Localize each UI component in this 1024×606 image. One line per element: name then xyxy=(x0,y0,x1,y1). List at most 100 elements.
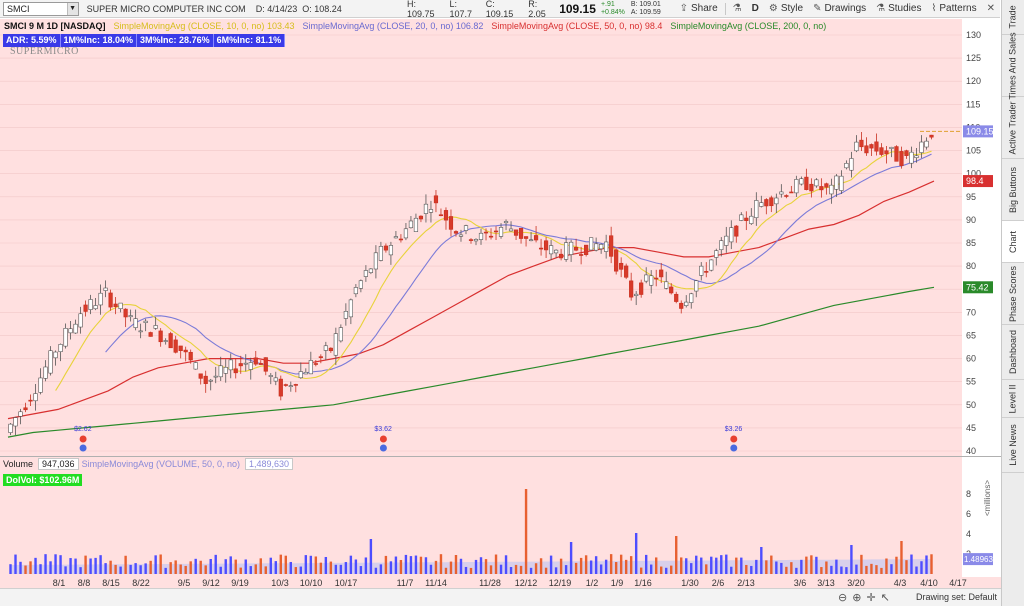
sma10-legend[interactable]: SimpleMovingAvg (CLOSE, 10, 0, no) 103.4… xyxy=(110,21,299,31)
sidebar-tab-trade[interactable]: Trade xyxy=(1002,0,1024,35)
volume-bar xyxy=(59,555,62,574)
earnings-marker-icon[interactable] xyxy=(379,444,387,452)
candle xyxy=(443,210,449,221)
volume-bar xyxy=(489,565,493,574)
price-chart-panel[interactable]: $2.62$3.62$3.26 130125120115110105100959… xyxy=(0,19,1001,456)
volume-bar xyxy=(214,554,217,574)
earnings-marker-icon[interactable] xyxy=(730,444,738,452)
date-tick-label: 4/17 xyxy=(949,578,967,588)
candle xyxy=(884,150,889,155)
change-percent: +0.84% xyxy=(600,8,625,16)
price-tick-label: 80 xyxy=(966,261,976,271)
earnings-marker-icon[interactable] xyxy=(79,444,87,452)
date-tick-label: 8/15 xyxy=(102,578,120,588)
candle xyxy=(634,293,639,296)
last-price-badge: 109.15 xyxy=(966,126,994,136)
close-button[interactable]: ✕ xyxy=(982,1,1000,17)
candle xyxy=(78,313,83,328)
flask-button[interactable]: ⚗ xyxy=(728,1,747,17)
volume-bar xyxy=(730,566,733,574)
sma50-badge-bg xyxy=(963,175,993,188)
style-button[interactable]: ⚙ Style xyxy=(764,1,808,17)
sidebar-tab-big-buttons[interactable]: Big Buttons xyxy=(1002,159,1024,221)
candle xyxy=(343,311,348,319)
candle xyxy=(18,411,23,417)
sidebar-tab-active-trader[interactable]: Active Trader xyxy=(1002,97,1024,159)
magnifier-icon[interactable]: ⊖ xyxy=(838,592,848,604)
candle xyxy=(553,249,559,254)
volume-bar xyxy=(89,558,92,574)
volume-bar xyxy=(850,545,853,574)
candle xyxy=(543,240,549,251)
share-button[interactable]: ⇪ Share xyxy=(675,1,723,17)
volume-panel[interactable]: 8642<millions>1.48963 Volume 947,036 Sim… xyxy=(0,456,1001,577)
price-chart-svg[interactable]: $2.62$3.62$3.26 130125120115110105100959… xyxy=(0,19,1001,456)
ask-value: A: 109.59 xyxy=(630,8,661,16)
cursor-icon[interactable]: ↖ xyxy=(880,592,890,604)
volume-bar xyxy=(880,567,883,574)
studies-button[interactable]: ⚗ Studies xyxy=(871,1,926,17)
volume-bar xyxy=(875,565,878,574)
sma200-legend[interactable]: SimpleMovingAvg (CLOSE, 200, 0, no) xyxy=(666,21,830,31)
m6-pill: 6M%Inc: 81.1% xyxy=(213,34,286,47)
volume-bar xyxy=(384,555,388,574)
candle xyxy=(899,151,904,166)
period-button[interactable]: D xyxy=(747,1,764,17)
date-tick-label: 8/22 xyxy=(132,578,150,588)
volume-bar xyxy=(870,563,873,574)
drawing-set-label[interactable]: Drawing set: Default xyxy=(915,592,997,602)
patterns-button[interactable]: ⌇ Patterns xyxy=(926,1,981,17)
dividend-marker-icon[interactable] xyxy=(730,435,738,443)
symbol-input[interactable]: SMCI ▼ xyxy=(3,1,79,16)
candle xyxy=(123,308,128,318)
volume-bar xyxy=(499,564,503,574)
candle xyxy=(488,235,494,238)
dividend-marker-icon[interactable] xyxy=(379,435,387,443)
dividend-label: $3.62 xyxy=(374,426,392,433)
sidebar-tab-phase-scores[interactable]: Phase Scores xyxy=(1002,263,1024,325)
dividend-marker-icon[interactable] xyxy=(79,435,87,443)
candle xyxy=(48,350,53,374)
date-tick-label: 10/10 xyxy=(300,578,323,588)
sidebar-tab-label: Active Trader xyxy=(1008,100,1018,155)
candle xyxy=(248,362,253,370)
sma20-legend[interactable]: SimpleMovingAvg (CLOSE, 20, 0, no) 106.8… xyxy=(298,21,487,31)
volume-chart-svg[interactable]: 8642<millions>1.48963 xyxy=(0,456,1001,577)
hlc-readout: H: 109.75 L: 107.7 C: 109.15 R: 2.05 xyxy=(407,0,556,19)
sma200-badge: 75.42 xyxy=(966,282,989,292)
candle xyxy=(704,271,709,273)
volume-bar xyxy=(99,555,102,574)
volume-bar xyxy=(855,564,858,574)
volume-bar xyxy=(189,561,192,574)
volume-bar xyxy=(49,561,52,574)
volume-bar xyxy=(184,565,187,574)
candle xyxy=(929,134,934,138)
volume-bar xyxy=(649,564,653,574)
candle xyxy=(679,302,684,309)
sidebar-tab-chart[interactable]: Chart xyxy=(1002,221,1024,263)
candle xyxy=(684,301,689,306)
crosshair-icon[interactable]: ✛ xyxy=(866,592,876,604)
candle xyxy=(599,244,604,250)
volume-bar xyxy=(810,555,813,574)
sidebar-tab-times-and-sales[interactable]: Times And Sales xyxy=(1002,32,1024,99)
volume-bar xyxy=(329,561,333,574)
dividend-label: $3.26 xyxy=(725,426,743,433)
volume-bar xyxy=(194,558,197,574)
date-tick-label: 3/20 xyxy=(847,578,865,588)
zoom-in-icon[interactable]: ⊕ xyxy=(852,592,862,604)
candle xyxy=(749,215,754,224)
sidebar-tab-dashboard[interactable]: Dashboard xyxy=(1002,325,1024,380)
candle xyxy=(659,269,664,278)
sma50-legend[interactable]: SimpleMovingAvg (CLOSE, 50, 0, no) 98.4 xyxy=(487,21,666,31)
price-tick-label: 65 xyxy=(966,330,976,340)
volume-bar xyxy=(780,562,783,574)
sidebar-tab-label: Trade xyxy=(1008,5,1018,29)
price-change: +.91 +0.84% xyxy=(601,1,631,17)
sidebar-tab-level-ii[interactable]: Level II xyxy=(1002,380,1024,418)
chevron-down-icon[interactable]: ▼ xyxy=(66,2,78,15)
volume-bar xyxy=(129,564,132,574)
date-readout: D: 4/14/23 xyxy=(255,3,298,14)
drawings-button[interactable]: ✎ Drawings xyxy=(808,1,871,17)
sidebar-tab-live-news[interactable]: Live News xyxy=(1002,418,1024,473)
